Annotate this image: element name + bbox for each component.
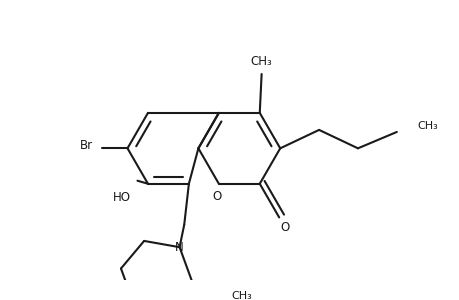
- Text: O: O: [280, 221, 289, 234]
- Text: CH₃: CH₃: [231, 291, 252, 300]
- Text: HO: HO: [113, 191, 131, 204]
- Text: Br: Br: [79, 139, 92, 152]
- Text: CH₃: CH₃: [416, 122, 437, 131]
- Text: CH₃: CH₃: [250, 56, 272, 68]
- Text: N: N: [175, 241, 184, 254]
- Text: O: O: [212, 190, 221, 203]
